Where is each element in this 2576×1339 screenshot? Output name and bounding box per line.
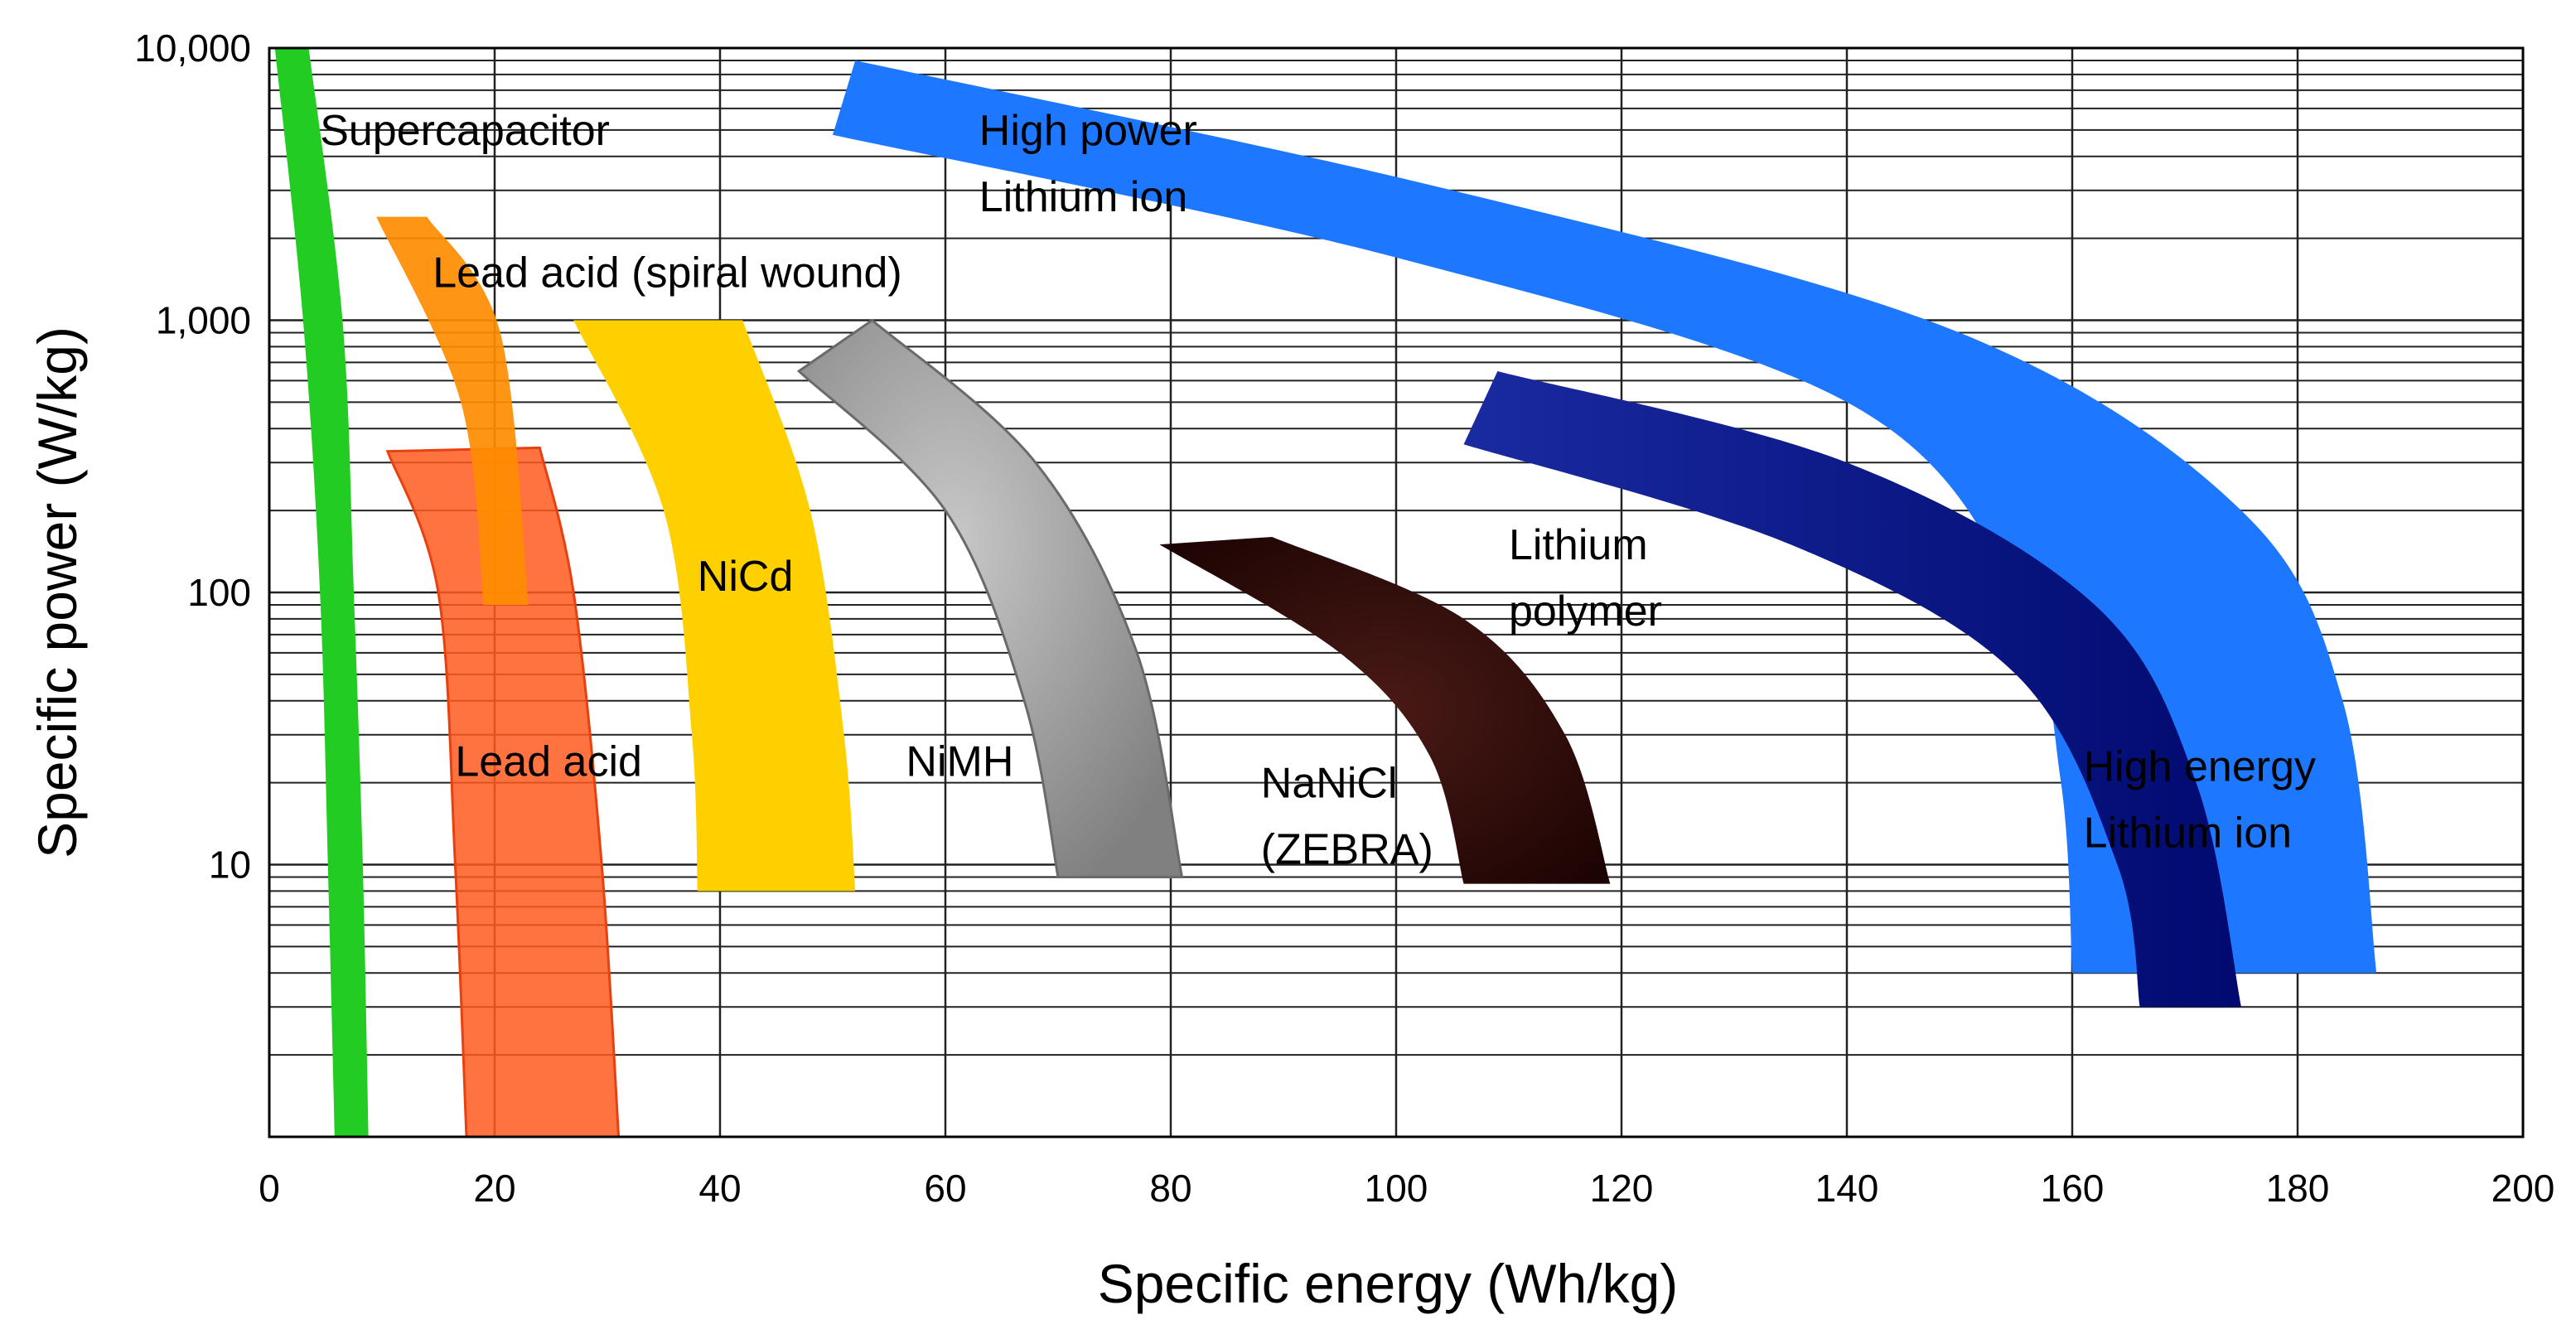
x-tick-label: 160 [2041, 1167, 2105, 1210]
axis-ticks: 0 20 40 60 80 100 120 140 160 180 200 10 100 1,000 10,… [134, 27, 2554, 1210]
label-nimh: NiMH [906, 738, 1013, 786]
label-lithium-polymer: Lithium polymer [1509, 521, 1662, 636]
label-nanicl: NaNiCl (ZEBRA) [1261, 760, 1433, 874]
x-tick-label: 60 [924, 1167, 966, 1210]
label-nicd: NiCd [698, 553, 794, 601]
plot-frame [268, 46, 2525, 1138]
x-tick-label: 200 [2491, 1167, 2555, 1210]
x-tick-label: 20 [473, 1167, 515, 1210]
x-tick-label: 120 [1590, 1167, 1654, 1210]
region-nanicl [1159, 536, 1611, 884]
battery-regions [274, 48, 2377, 1138]
region-lithium-polymer [1463, 370, 2241, 1008]
label-lead-acid-spiral: Lead acid (spiral wound) [433, 249, 902, 297]
y-axis-title: Specific power (W/kg) [27, 326, 88, 858]
region-nicd [573, 320, 856, 892]
region-supercapacitor [274, 48, 369, 1137]
y-tick-label: 100 [187, 571, 251, 614]
plot-border [268, 46, 2525, 1138]
region-nimh [796, 318, 1184, 879]
x-tick-label: 140 [1815, 1167, 1879, 1210]
region-labels: Supercapacitor Lead acid (spiral wound) Le… [320, 107, 2316, 874]
label-lead-acid: Lead acid [455, 738, 642, 786]
y-tick-label: 10 [209, 844, 251, 887]
x-axis-title: Specific energy (Wh/kg) [1098, 1253, 1679, 1314]
label-supercapacitor: Supercapacitor [320, 107, 610, 155]
x-tick-label: 100 [1365, 1167, 1428, 1210]
x-tick-label: 180 [2266, 1167, 2330, 1210]
label-high-power-li-ion: High power Lithium ion [979, 107, 1197, 221]
x-tick-label: 0 [259, 1167, 280, 1210]
x-tick-label: 80 [1149, 1167, 1191, 1210]
x-tick-label: 40 [698, 1167, 741, 1210]
region-lead-acid-spiral [376, 216, 529, 606]
y-tick-label: 10,000 [134, 27, 251, 70]
y-tick-label: 1,000 [156, 299, 251, 342]
label-high-energy-li-ion: High energy Lithium ion [2084, 743, 2316, 858]
lithium-ion-band [833, 60, 2377, 974]
